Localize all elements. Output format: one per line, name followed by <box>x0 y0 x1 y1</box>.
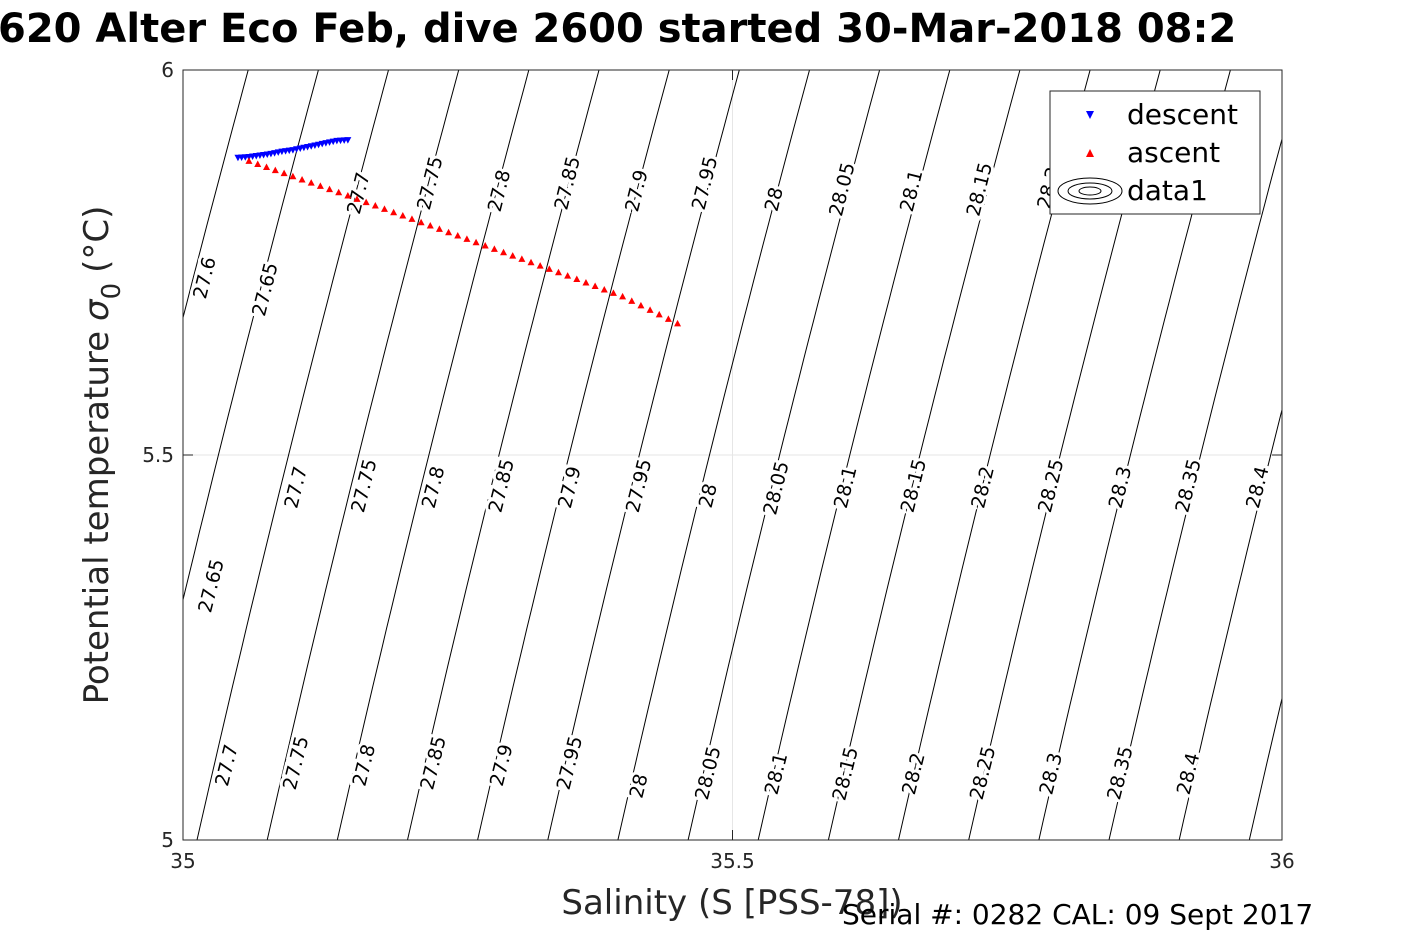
ascent-marker <box>289 172 297 180</box>
ascent-marker <box>518 255 526 262</box>
ascent-marker <box>655 310 663 318</box>
ascent-marker <box>362 198 370 206</box>
isopycnal-line <box>183 70 319 602</box>
y-axis-label-subscript: 0 <box>97 283 127 300</box>
y-axis-label-text: Potential temperature <box>77 331 117 704</box>
ascent-marker <box>527 258 535 266</box>
axis-ticks: 35 35.5 36 5 5.5 6 <box>142 58 1295 873</box>
ascent-marker <box>472 238 480 246</box>
ascent-marker <box>271 166 279 174</box>
isopycnal-line <box>196 70 389 840</box>
ascent-marker <box>481 242 489 249</box>
ascent-marker <box>390 208 398 216</box>
ascent-marker <box>353 195 361 202</box>
ascent-marker <box>399 212 407 219</box>
ascent-marker <box>380 205 388 212</box>
legend-ascent-label: ascent <box>1127 136 1220 169</box>
ascent-marker <box>417 218 425 226</box>
ascent-marker <box>609 289 617 296</box>
x-tick-label: 35.5 <box>710 849 755 873</box>
y-axis-label: Potential temperature σ0 (°C) <box>77 206 127 705</box>
ascent-marker <box>600 285 608 293</box>
isopycnal-line <box>1320 70 1417 840</box>
legend-ascent-marker <box>1086 149 1094 157</box>
ascent-marker <box>582 279 590 286</box>
ascent-marker <box>628 297 636 304</box>
y-tick-label: 5 <box>161 828 174 852</box>
ascent-marker <box>664 315 672 322</box>
ascent-marker <box>445 228 453 236</box>
ascent-marker <box>554 268 562 276</box>
legend-contour-icon <box>1057 177 1123 205</box>
x-axis-label: Salinity (S [PSS-78]) <box>561 883 902 923</box>
isopycnal-line <box>1178 407 1282 840</box>
grid-lines <box>183 70 1282 840</box>
isopycnal-line <box>1248 696 1282 840</box>
isopycnal-line <box>407 70 600 840</box>
ascent-marker <box>408 215 416 222</box>
ascent-marker <box>637 301 645 309</box>
ascent-marker <box>254 160 262 167</box>
ascent-marker <box>463 235 471 242</box>
ascent-marker <box>490 245 498 252</box>
ascent-marker <box>335 188 343 196</box>
y-tick-label: 6 <box>161 58 174 82</box>
ascent-marker <box>263 163 271 171</box>
ascent-marker <box>573 275 581 283</box>
isopycnal-line <box>183 70 249 320</box>
isopycnal-line <box>687 70 881 840</box>
ascent-marker <box>298 175 306 183</box>
descent-marker <box>344 137 352 144</box>
isopycnal-line <box>827 70 1021 840</box>
ascent-marker <box>435 225 443 232</box>
ascent-marker <box>245 157 253 164</box>
ascent-marker <box>280 169 288 177</box>
ascent-marker <box>564 272 572 279</box>
y-axis-label-unit: (°C) <box>77 206 117 273</box>
ascent-marker <box>509 252 517 259</box>
x-tick-label: 35 <box>170 849 195 873</box>
ascent-marker <box>454 232 462 239</box>
ascent-marker <box>619 292 627 300</box>
ascent-marker <box>674 319 682 327</box>
legend-box <box>1049 90 1261 215</box>
ascent-marker <box>371 202 379 209</box>
y-tick-label: 5.5 <box>142 443 174 467</box>
legend-data1-label: data1 <box>1127 174 1208 207</box>
isopycnal-line <box>477 70 670 840</box>
serial-calibration-text: Serial #: 0282 CAL: 09 Sept 2017 <box>842 898 1314 931</box>
isopycnal-line <box>617 70 810 840</box>
ascent-marker <box>536 262 544 269</box>
ascent-marker <box>545 265 553 272</box>
ascent-marker <box>307 179 315 186</box>
ascent-marker <box>344 192 352 199</box>
legend-descent-marker <box>1086 111 1094 119</box>
ascent-marker <box>646 306 654 313</box>
ascent-marker <box>591 282 599 289</box>
legend-descent-label: descent <box>1127 98 1238 131</box>
ascent-marker <box>426 222 434 229</box>
ascent-marker <box>500 248 508 256</box>
isopycnal-line <box>547 70 740 840</box>
x-tick-label: 36 <box>1269 849 1294 873</box>
isopycnal-line <box>1108 137 1282 840</box>
isopycnal-line <box>757 70 951 840</box>
y-axis-label-symbol: σ <box>77 298 117 321</box>
ascent-marker <box>326 185 334 193</box>
isopycnal-line <box>266 70 460 840</box>
isopycnal-line <box>336 70 530 840</box>
legend: descent ascent data1 <box>1049 90 1261 215</box>
ascent-marker <box>316 182 324 189</box>
chart-title: 620 Alter Eco Feb, dive 2600 started 30-… <box>0 6 1237 52</box>
data-series <box>234 137 682 327</box>
